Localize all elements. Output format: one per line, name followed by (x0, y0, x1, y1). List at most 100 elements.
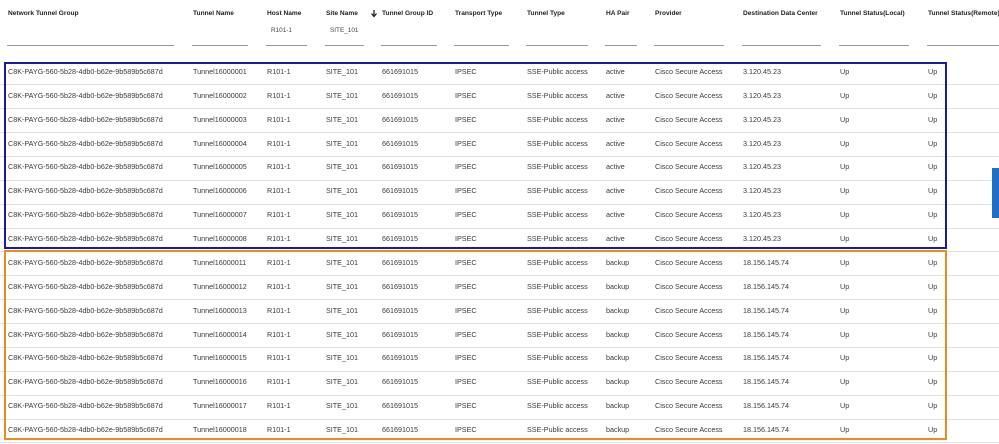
table-cell: 18.156.145.74 (743, 305, 789, 315)
filter-input[interactable] (7, 45, 174, 46)
filter-input[interactable] (742, 45, 821, 46)
table-cell: 661691015 (382, 162, 418, 172)
table-cell: Up (840, 186, 850, 196)
table-cell: SITE_101 (326, 257, 358, 267)
row-separator (0, 155, 999, 157)
filter-input[interactable] (454, 45, 509, 46)
table-cell: backup (606, 329, 630, 339)
table-cell: Tunnel16000015 (193, 353, 247, 363)
row-separator (0, 370, 999, 372)
filter-input[interactable] (192, 45, 248, 46)
table-cell: backup (606, 377, 630, 387)
column-header[interactable]: Host Name (267, 10, 302, 17)
table-cell: SITE_101 (326, 90, 358, 100)
table-cell: Tunnel16000011 (193, 257, 247, 267)
table-cell: Tunnel16000003 (193, 114, 247, 124)
table-cell: R101-1 (267, 138, 291, 148)
table-cell: Cisco Secure Access (655, 425, 723, 435)
table-cell: Tunnel16000005 (193, 162, 247, 172)
table-cell: 3.120.45.23 (743, 138, 781, 148)
table-cell: SSE-Public access (527, 210, 588, 220)
table-cell: Cisco Secure Access (655, 234, 723, 244)
table-cell: 18.156.145.74 (743, 353, 789, 363)
table-cell: IPSEC (455, 353, 477, 363)
table-cell: 18.156.145.74 (743, 281, 789, 291)
column-header[interactable]: Transport Type (455, 10, 503, 17)
table-cell: 3.120.45.23 (743, 210, 781, 220)
column-header[interactable]: Network Tunnel Group (8, 10, 79, 17)
table-cell: SITE_101 (326, 425, 358, 435)
column-header[interactable]: Destination Data Center (743, 10, 818, 17)
column-header[interactable]: Tunnel Type (527, 10, 565, 17)
table-cell: active (606, 162, 625, 172)
table-cell: R101-1 (267, 401, 291, 411)
row-separator (0, 418, 999, 420)
filter-input[interactable] (526, 45, 588, 46)
table-cell: R101-1 (267, 186, 291, 196)
table-cell: Tunnel16000018 (193, 425, 247, 435)
table-cell: R101-1 (267, 67, 291, 76)
table-cell: R101-1 (267, 353, 291, 363)
table-cell: C8K-PAYG-560-5b28-4db0-b62e-9b589b5c687d (8, 377, 163, 387)
table-cell: C8K-PAYG-560-5b28-4db0-b62e-9b589b5c687d (8, 114, 163, 124)
table-cell: R101-1 (267, 305, 291, 315)
table-cell: R101-1 (267, 234, 291, 244)
table-cell: Cisco Secure Access (655, 353, 723, 363)
sort-arrow[interactable] (370, 9, 378, 18)
table-cell: C8K-PAYG-560-5b28-4db0-b62e-9b589b5c687d (8, 186, 163, 196)
column-header[interactable]: Site Name (326, 10, 358, 17)
filter-input[interactable] (654, 45, 724, 46)
table-cell: active (606, 234, 625, 244)
table-cell: Tunnel16000004 (193, 138, 247, 148)
column-header[interactable]: Tunnel Status(Remote) (928, 10, 999, 17)
table-cell: SSE-Public access (527, 353, 588, 363)
table-cell: SITE_101 (326, 114, 358, 124)
filter-value[interactable]: R101-1 (271, 27, 292, 34)
table-cell: Up (928, 401, 938, 411)
table-cell: Tunnel16000001 (193, 67, 247, 76)
column-header[interactable]: HA Pair (606, 10, 630, 17)
table-cell: Up (928, 90, 938, 100)
table-cell: IPSEC (455, 114, 477, 124)
filter-input[interactable] (605, 45, 637, 46)
column-header[interactable]: Tunnel Name (193, 10, 234, 17)
table-cell: 18.156.145.74 (743, 401, 789, 411)
table-cell: SITE_101 (326, 305, 358, 315)
table-cell: 661691015 (382, 377, 418, 387)
table-cell: 661691015 (382, 329, 418, 339)
table-cell: Up (928, 234, 938, 244)
table-cell: SITE_101 (326, 377, 358, 387)
table-cell: R101-1 (267, 114, 291, 124)
filter-input[interactable] (927, 45, 999, 46)
table-cell: SITE_101 (326, 329, 358, 339)
table-cell: Up (928, 114, 938, 124)
row-separator (0, 394, 999, 396)
filter-input[interactable] (325, 45, 364, 46)
table-cell: SITE_101 (326, 138, 358, 148)
column-header[interactable]: Provider (655, 10, 682, 17)
table-cell: 661691015 (382, 114, 418, 124)
filter-value[interactable]: SITE_101 (330, 27, 359, 34)
table-cell: Cisco Secure Access (655, 305, 723, 315)
table-cell: 3.120.45.23 (743, 114, 781, 124)
table-cell: IPSEC (455, 305, 477, 315)
filter-input[interactable] (381, 45, 437, 46)
table-cell: Tunnel16000014 (193, 329, 247, 339)
table-cell: C8K-PAYG-560-5b28-4db0-b62e-9b589b5c687d (8, 234, 163, 244)
table-cell: SSE-Public access (527, 257, 588, 267)
table-cell: 3.120.45.23 (743, 67, 781, 76)
table-cell: Up (928, 210, 938, 220)
table-cell: Up (840, 90, 850, 100)
scrollbar-thumb[interactable] (992, 168, 999, 218)
filter-input[interactable] (839, 45, 909, 46)
column-header[interactable]: Tunnel Group ID (382, 10, 434, 17)
table-cell: R101-1 (267, 425, 291, 435)
table-cell: C8K-PAYG-560-5b28-4db0-b62e-9b589b5c687d (8, 401, 163, 411)
table-cell: 661691015 (382, 305, 418, 315)
table-cell: SITE_101 (326, 67, 358, 76)
table-cell: active (606, 210, 625, 220)
filter-input[interactable] (266, 45, 307, 46)
table-cell: Cisco Secure Access (655, 401, 723, 411)
table-cell: Up (840, 329, 850, 339)
column-header[interactable]: Tunnel Status(Local) (840, 10, 905, 17)
